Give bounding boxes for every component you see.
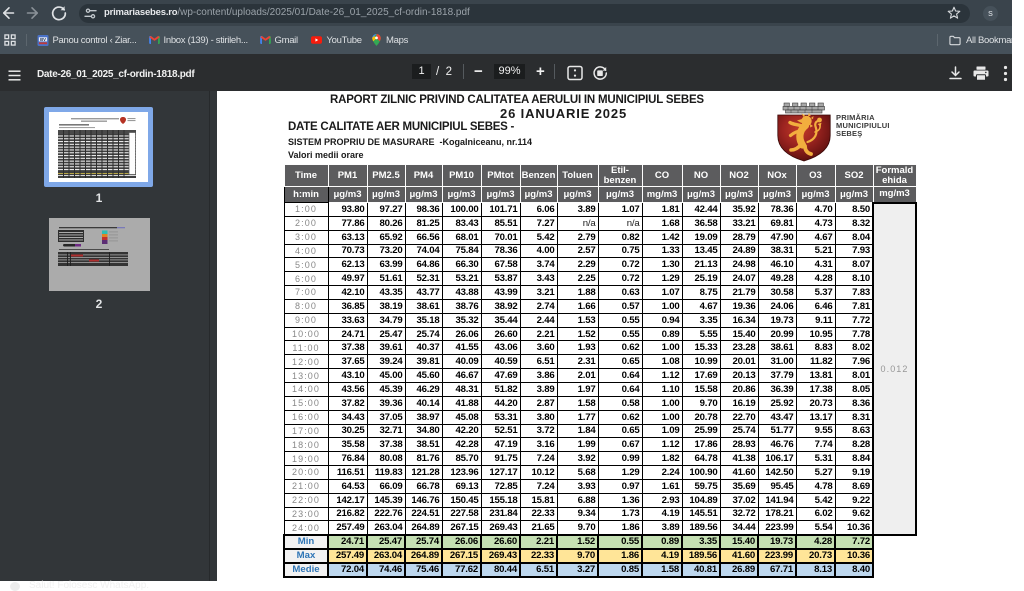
svg-text:BV: BV <box>40 36 46 41</box>
